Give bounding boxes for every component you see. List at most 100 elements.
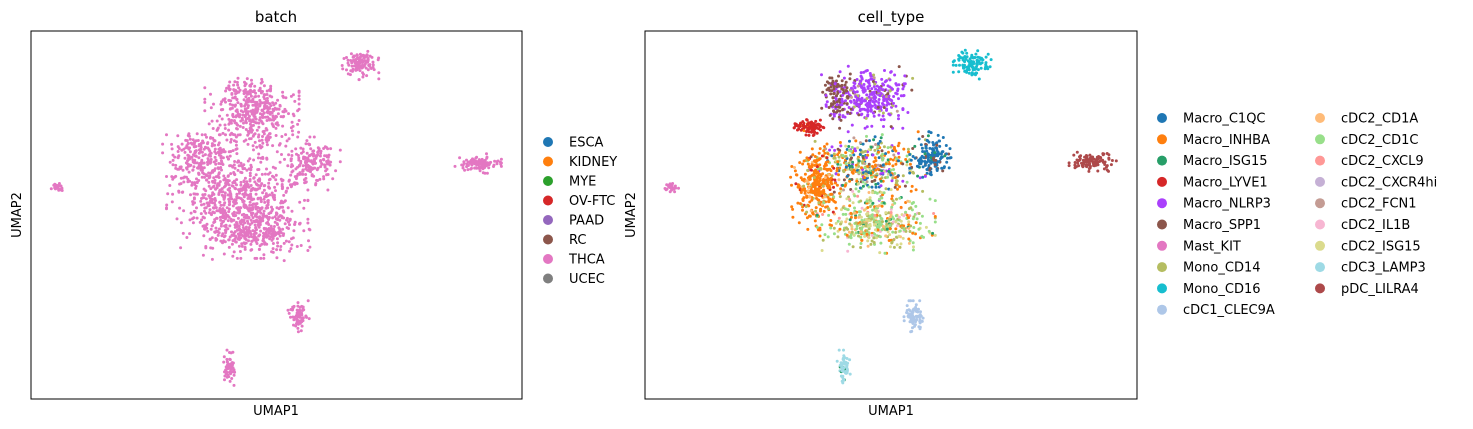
point: [203, 193, 207, 196]
point: [274, 126, 278, 130]
point: [822, 179, 826, 183]
point: [845, 174, 849, 178]
point: [181, 231, 185, 235]
point: [228, 102, 232, 106]
point: [868, 103, 872, 107]
point: [902, 214, 906, 218]
point: [812, 122, 816, 126]
point: [924, 146, 928, 150]
point: [243, 231, 247, 235]
cluster-cdc1-bottom: [902, 299, 925, 334]
point: [837, 173, 840, 177]
point: [233, 80, 237, 84]
point: [268, 132, 271, 136]
point: [334, 169, 338, 173]
point: [838, 90, 842, 94]
point: [465, 163, 469, 167]
point: [872, 85, 876, 88]
point: [207, 194, 211, 198]
point: [829, 169, 833, 173]
point: [248, 223, 252, 227]
point: [190, 183, 194, 187]
point: [298, 221, 302, 225]
point: [293, 223, 297, 226]
point: [282, 114, 286, 118]
point: [794, 182, 798, 186]
point: [841, 169, 845, 173]
point: [806, 162, 810, 166]
point: [262, 111, 266, 115]
point: [880, 149, 884, 153]
point: [878, 251, 882, 255]
point: [248, 84, 252, 88]
point: [470, 163, 474, 167]
point: [864, 79, 868, 83]
point: [208, 208, 212, 212]
point: [305, 156, 309, 160]
legend-item: cDC2_CD1C: [1315, 133, 1418, 148]
point: [932, 143, 935, 147]
point: [874, 182, 878, 186]
point: [304, 176, 308, 180]
point: [194, 192, 198, 196]
point: [871, 153, 875, 157]
point: [830, 224, 834, 227]
point: [972, 60, 976, 64]
point: [801, 199, 805, 202]
point: [867, 236, 871, 240]
point: [276, 112, 280, 116]
point: [976, 59, 980, 63]
point: [910, 88, 914, 92]
point: [180, 142, 184, 146]
point: [887, 169, 891, 173]
point: [835, 167, 839, 171]
point: [847, 149, 851, 152]
point: [870, 217, 873, 221]
point: [854, 231, 858, 235]
point: [224, 224, 228, 228]
point: [231, 363, 234, 367]
point: [227, 210, 231, 214]
legend-label: pDC_LILRA4: [1341, 282, 1419, 297]
point: [864, 69, 868, 73]
point: [247, 194, 251, 198]
point: [886, 92, 890, 96]
point: [246, 159, 250, 163]
point: [864, 218, 868, 221]
point: [296, 165, 300, 169]
point: [1090, 156, 1094, 160]
point: [258, 220, 262, 224]
point: [233, 166, 237, 170]
cluster-spp1-topleft: [820, 70, 852, 130]
point: [218, 123, 222, 127]
point: [822, 126, 826, 130]
point: [798, 161, 802, 165]
point: [236, 101, 240, 105]
point: [195, 206, 198, 210]
legend-item: RC: [543, 233, 586, 248]
point: [227, 128, 231, 132]
point: [259, 184, 263, 188]
point: [837, 178, 841, 182]
point: [295, 245, 299, 248]
point: [805, 156, 809, 160]
point: [228, 88, 232, 92]
point: [206, 160, 209, 164]
point: [191, 221, 195, 225]
legend-marker: [1315, 219, 1325, 230]
point: [238, 228, 242, 232]
point: [913, 156, 917, 160]
point: [887, 94, 891, 98]
point: [901, 107, 905, 111]
point: [55, 186, 59, 190]
point: [851, 160, 855, 164]
point: [929, 161, 933, 165]
point: [789, 175, 793, 179]
point: [976, 55, 980, 59]
point: [237, 164, 241, 168]
point: [495, 162, 499, 166]
point: [234, 147, 238, 151]
point: [366, 49, 370, 53]
point: [868, 139, 871, 143]
point: [855, 227, 859, 231]
